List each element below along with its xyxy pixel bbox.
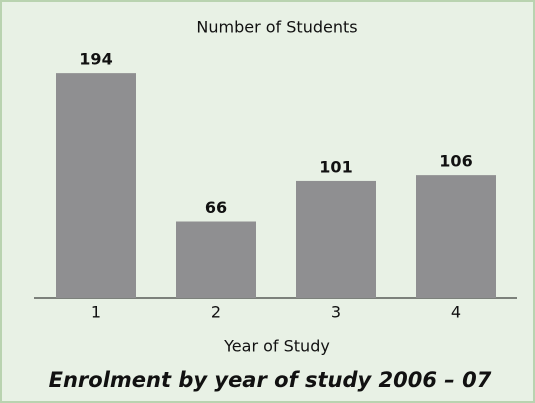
caption: Enrolment by year of study 2006 – 07 [49,368,492,392]
data-label: 101 [319,157,352,176]
x-tick-label: 1 [91,303,101,322]
chart-title: Number of Students [196,18,357,37]
x-axis-label: Year of Study [223,337,330,356]
bar [296,180,376,298]
x-tick-label: 2 [211,303,221,322]
data-label: 66 [205,198,227,217]
x-tick-label: 3 [331,303,341,322]
bar [176,221,256,298]
data-label: 106 [439,152,472,171]
x-tick-label: 4 [451,303,461,322]
bar [416,175,496,298]
data-label: 194 [79,50,112,69]
bar [56,73,136,299]
